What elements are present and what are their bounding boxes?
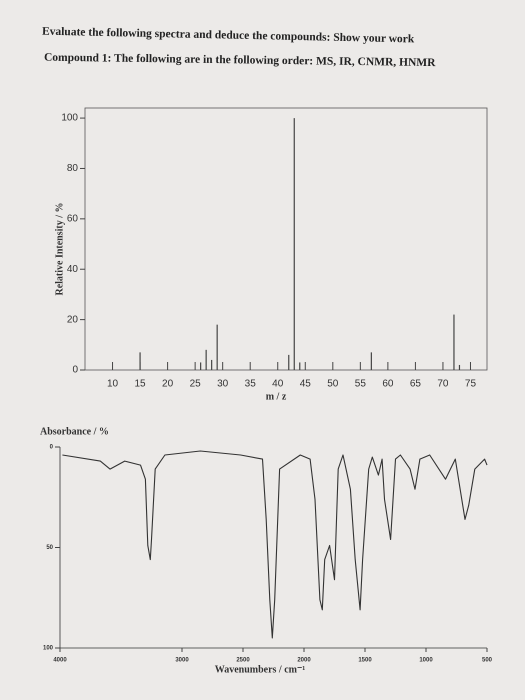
x-tick-label: 15 [135, 379, 147, 390]
x-tick-label: 65 [410, 379, 422, 390]
y-tick-label: 100 [61, 113, 78, 124]
x-tick-label: 35 [245, 379, 257, 390]
x-tick-label: 3000 [175, 658, 189, 664]
x-tick-label: 10 [107, 379, 119, 390]
x-tick-label: 20 [162, 379, 174, 390]
x-tick-label: 1500 [358, 658, 372, 664]
x-tick-label: 45 [300, 379, 312, 390]
y-tick-label: 0 [50, 445, 54, 451]
x-tick-label: 50 [327, 379, 339, 390]
y-axis-label: Absorbance / % [40, 426, 109, 437]
x-tick-label: 30 [217, 379, 229, 390]
x-tick-label: 4000 [53, 658, 67, 664]
y-tick-label: 100 [43, 646, 54, 652]
y-tick-label: 80 [67, 163, 79, 174]
x-tick-label: 75 [465, 379, 477, 390]
x-tick-label: 2500 [236, 658, 250, 664]
spectrum-chart: 0 50 100 4000 3000 2500 2000 1500 1000 500 Absorba… [40, 426, 493, 675]
y-tick-label: 0 [72, 365, 78, 376]
ir-trace [62, 450, 488, 639]
x-tick-label: 1000 [419, 658, 433, 664]
y-tick-label: 40 [67, 264, 79, 275]
spectrum-chart: 0 20 40 60 80 100 10 15 20 25 30 35 40 45 50 55 60 65 70 75… [54, 107, 488, 402]
x-axis-label: Wavenumbers / cm⁻¹ [215, 664, 306, 675]
x-tick-label: 60 [382, 379, 394, 390]
y-tick-label: 50 [46, 545, 53, 551]
x-tick-label: 2000 [297, 658, 311, 664]
x-tick-label: 40 [272, 379, 284, 390]
x-tick-label: 70 [437, 379, 449, 390]
x-tick-label: 55 [355, 379, 367, 390]
y-axis-label: Relative Intensity / % [54, 202, 65, 295]
y-tick-label: 60 [67, 213, 79, 224]
plot-frame [84, 107, 488, 371]
compound-line: Compound 1: The following are in the fol… [44, 52, 436, 69]
x-tick-label: 25 [190, 379, 202, 390]
x-axis-label: m / z [266, 391, 287, 402]
y-tick-label: 20 [67, 314, 79, 325]
x-tick-label: 500 [482, 658, 493, 664]
